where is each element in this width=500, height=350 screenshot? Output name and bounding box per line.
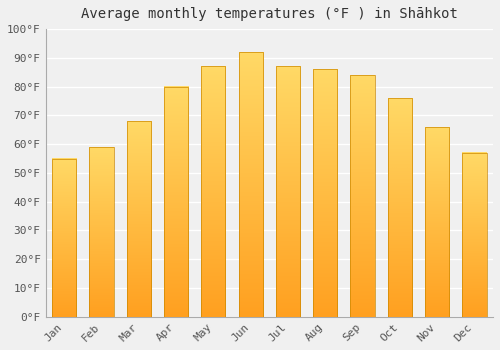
Bar bbox=[52, 159, 76, 317]
Bar bbox=[425, 127, 449, 317]
Bar bbox=[90, 147, 114, 317]
Bar bbox=[388, 98, 412, 317]
Bar bbox=[201, 66, 226, 317]
Bar bbox=[276, 66, 300, 317]
Title: Average monthly temperatures (°F ) in Shāhkot: Average monthly temperatures (°F ) in Sh… bbox=[81, 7, 458, 21]
Bar bbox=[350, 75, 374, 317]
Bar bbox=[462, 153, 486, 317]
Bar bbox=[164, 86, 188, 317]
Bar bbox=[313, 69, 338, 317]
Bar bbox=[238, 52, 263, 317]
Bar bbox=[126, 121, 151, 317]
